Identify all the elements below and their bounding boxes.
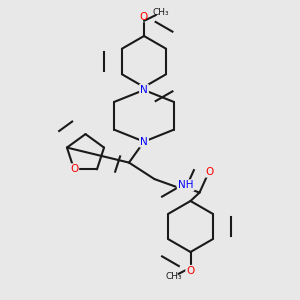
- Text: O: O: [140, 12, 148, 22]
- Text: O: O: [206, 167, 214, 177]
- Text: CH₃: CH₃: [166, 272, 182, 281]
- Text: N: N: [140, 85, 148, 95]
- Text: NH: NH: [178, 180, 194, 190]
- Text: N: N: [140, 136, 148, 147]
- Text: CH₃: CH₃: [152, 8, 169, 17]
- Text: O: O: [186, 266, 195, 276]
- Text: O: O: [70, 164, 78, 174]
